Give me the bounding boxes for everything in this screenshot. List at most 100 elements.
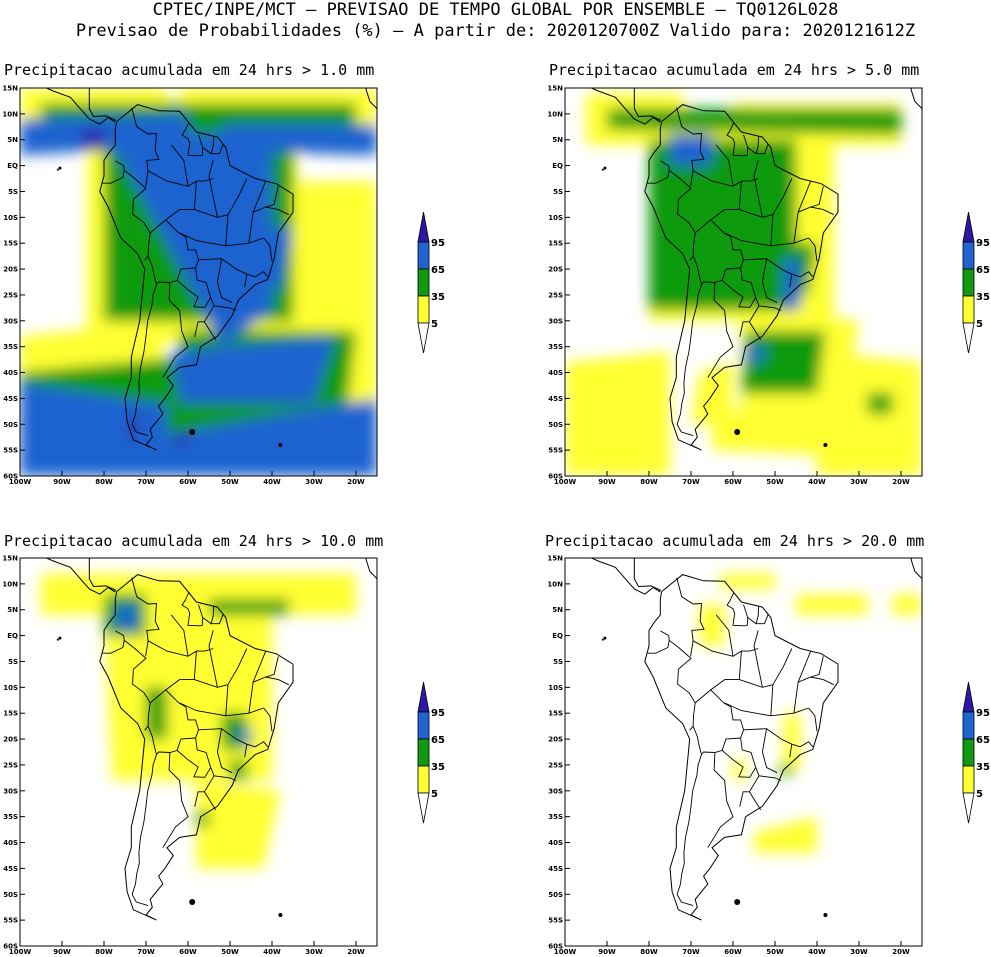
lon-label: 100W: [554, 478, 577, 486]
lat-label: 50S: [548, 891, 563, 899]
lon-label: 80W: [95, 948, 113, 956]
colorbar-95-plus: [962, 681, 975, 713]
lat-label: 10N: [547, 110, 563, 118]
lon-label: 40W: [808, 948, 826, 956]
lat-label: 15S: [548, 240, 563, 248]
lat-label: 55S: [548, 917, 563, 925]
lat-label: 10S: [548, 214, 563, 222]
lon-label: 60W: [179, 948, 197, 956]
lon-label: 30W: [305, 478, 323, 486]
map-2: 15N 10N 5N EQ 5S 10S 15S 20S 25S 30S 35S 40S 45S 50S 5…: [547, 85, 923, 486]
colorbar-label: 35: [431, 762, 445, 773]
lon-label: 90W: [598, 478, 616, 486]
lon-label: 90W: [598, 948, 616, 956]
colorbar-65-95: [417, 711, 430, 740]
panel-3-title: Precipitacao acumulada em 24 hrs > 10.0 …: [4, 532, 384, 550]
lat-label: 5S: [553, 188, 563, 196]
colorbar-5-35: [417, 295, 430, 324]
lat-label: 15N: [2, 555, 18, 563]
colorbar-65-95: [417, 241, 430, 270]
lon-label: 40W: [808, 478, 826, 486]
lon-label: 20W: [892, 948, 910, 956]
lon-label: 70W: [137, 948, 155, 956]
lat-label: 40S: [3, 369, 18, 377]
lat-label: 20S: [548, 266, 563, 274]
colorbar-label: 5: [976, 319, 983, 330]
colorbar-5-35: [417, 765, 430, 794]
lat-label: 5N: [552, 136, 563, 144]
colorbar-below-5: [962, 322, 975, 354]
lon-label: 90W: [53, 478, 71, 486]
lat-label: 5S: [553, 658, 563, 666]
lat-label: 15N: [2, 85, 18, 93]
lat-label: 20S: [3, 736, 18, 744]
lat-label: EQ: [7, 162, 18, 170]
panel-1-title: Precipitacao acumulada em 24 hrs > 1.0 m…: [4, 61, 375, 79]
lat-label: 5N: [7, 606, 18, 614]
lon-label: 80W: [640, 478, 658, 486]
colorbar-label: 65: [431, 735, 445, 746]
colorbar-5-35: [962, 295, 975, 324]
colorbar-label: 65: [431, 265, 445, 276]
colorbar-35-65: [962, 268, 975, 297]
colorbar-label: 35: [431, 292, 445, 303]
lat-label: 45S: [3, 395, 18, 403]
colorbar-4: 95 65 35 5: [959, 681, 991, 828]
map-panel-4: 15N 10N 5N EQ 5S 10S 15S 20S 25S 30S 35S 40S 45S 50S 5…: [547, 555, 927, 956]
lat-label: 5N: [552, 606, 563, 614]
colorbar-35-65: [417, 268, 430, 297]
lat-label: 30S: [3, 787, 18, 795]
lon-label: 70W: [137, 478, 155, 486]
lat-label: 10S: [3, 684, 18, 692]
colorbar-35-65: [962, 738, 975, 767]
lon-label: 60W: [724, 948, 742, 956]
lat-label: EQ: [552, 162, 563, 170]
colorbar-label: 95: [431, 238, 445, 249]
lat-label: 25S: [548, 291, 563, 299]
lon-label: 60W: [724, 478, 742, 486]
lat-label: 55S: [3, 447, 18, 455]
map-1: 15N 10N 5N EQ 5S 10S 15S 20S 25S 30S 35S 40S 45S 50S 5…: [2, 85, 378, 486]
colorbar-35-65: [417, 738, 430, 767]
lat-label: 15S: [3, 710, 18, 718]
colorbar-65-95: [962, 711, 975, 740]
colorbar-1-graphic: 95 65 35 5: [417, 211, 445, 354]
colorbar-label: 95: [431, 708, 445, 719]
lat-label: 50S: [548, 421, 563, 429]
colorbar-5-35: [962, 765, 975, 794]
lat-label: 40S: [3, 839, 18, 847]
lat-label: 5N: [7, 136, 18, 144]
colorbar-2-graphic: 95 65 35 5: [962, 211, 990, 354]
colorbar-3: 95 65 35 5: [414, 681, 448, 828]
lat-label: 25S: [548, 761, 563, 769]
header-line-2: Previsao de Probabilidades (%) – A parti…: [75, 21, 916, 41]
colorbar-label: 35: [976, 292, 990, 303]
colorbar-below-5: [962, 792, 975, 824]
colorbar-label: 95: [976, 238, 990, 249]
lon-label: 20W: [347, 948, 365, 956]
colorbar-95-plus: [417, 211, 430, 243]
lat-label: 60S: [548, 473, 563, 481]
lon-label: 100W: [9, 948, 32, 956]
lon-label: 70W: [682, 948, 700, 956]
lon-label: 20W: [347, 478, 365, 486]
lat-label: 10S: [3, 214, 18, 222]
map-panel-1: 15N 10N 5N EQ 5S 10S 15S 20S 25S 30S 35S 40S 45S 50S 5…: [2, 85, 382, 486]
lon-label: 30W: [305, 948, 323, 956]
lat-label: 30S: [548, 787, 563, 795]
colorbar-below-5: [417, 322, 430, 354]
colorbar-3-graphic: 95 65 35 5: [417, 681, 445, 824]
panel-2-title: Precipitacao acumulada em 24 hrs > 5.0 m…: [549, 61, 920, 79]
lat-label: 15S: [3, 240, 18, 248]
lat-label: 50S: [3, 421, 18, 429]
lat-label: 10N: [547, 580, 563, 588]
lat-label: 10N: [2, 580, 18, 588]
lat-label: 25S: [3, 291, 18, 299]
colorbar-label: 35: [976, 762, 990, 773]
colorbar-label: 95: [976, 708, 990, 719]
lon-label: 50W: [766, 948, 784, 956]
lon-label: 80W: [95, 478, 113, 486]
lat-label: 10S: [548, 684, 563, 692]
lat-label: 15S: [548, 710, 563, 718]
map-panel-2: 15N 10N 5N EQ 5S 10S 15S 20S 25S 30S 35S 40S 45S 50S 5…: [547, 85, 927, 486]
